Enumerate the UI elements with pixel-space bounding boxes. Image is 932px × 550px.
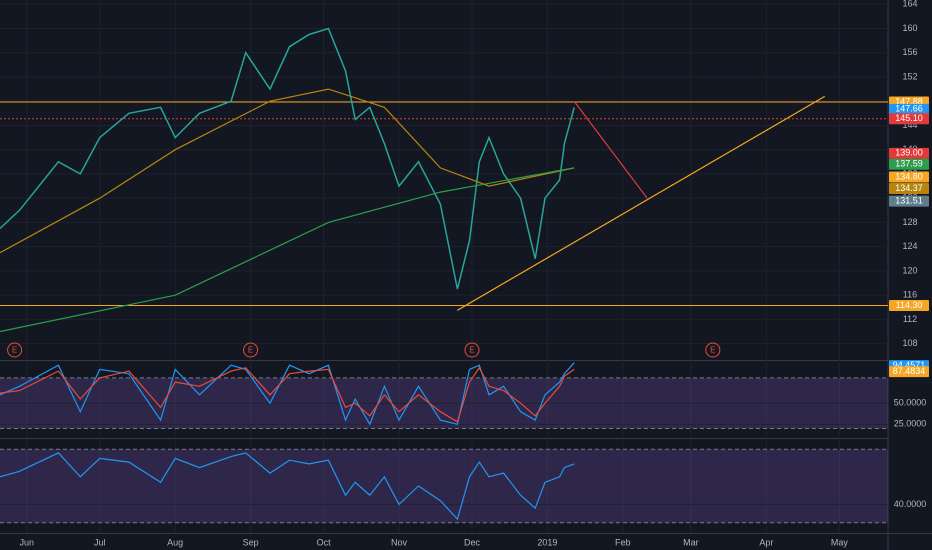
y-tick-label: 124 — [902, 241, 917, 251]
price-label: 114.30 — [896, 300, 923, 310]
x-tick-label: Jul — [94, 537, 106, 547]
x-tick-label: Sep — [243, 537, 259, 547]
price-label-box — [889, 103, 929, 115]
y-tick-label: 160 — [902, 23, 917, 33]
price-label-box — [889, 171, 929, 183]
price-label: 147.66 — [895, 104, 923, 114]
series-line — [0, 452, 575, 521]
x-tick-label: Feb — [615, 537, 631, 547]
price-label-box — [889, 113, 929, 125]
price-label: 139.00 — [895, 148, 923, 158]
trend-line — [457, 95, 826, 311]
y-tick-label: 112 — [903, 314, 917, 324]
series-line — [0, 27, 575, 290]
y-tick-label: 25.0000 — [894, 419, 927, 429]
price-label: 134.37 — [895, 183, 923, 193]
event-label: E — [469, 346, 474, 355]
price-label-box — [889, 299, 929, 311]
x-tick-label: Oct — [317, 537, 332, 547]
x-tick-label: Mar — [683, 537, 699, 547]
price-label-box — [889, 366, 929, 378]
price-label-box — [889, 195, 929, 207]
y-tick-label: 116 — [903, 290, 917, 300]
event-label: E — [710, 346, 715, 355]
series-line — [0, 88, 575, 254]
price-label: 147.88 — [895, 96, 923, 106]
price-label-box — [889, 182, 929, 194]
price-label: 145.10 — [895, 113, 923, 123]
price-label-box — [889, 158, 929, 170]
price-label-box — [889, 147, 929, 159]
x-tick-label: Aug — [167, 537, 183, 547]
price-label: 137.59 — [895, 159, 923, 169]
y-tick-label: 144 — [902, 120, 917, 130]
y-tick-label: 108 — [902, 338, 917, 348]
price-label: 131.51 — [895, 196, 923, 206]
price-label: 87.4834 — [893, 366, 926, 376]
y-tick-label: 156 — [902, 47, 917, 57]
y-tick-label: 128 — [902, 217, 917, 227]
event-label: E — [248, 346, 253, 355]
y-tick-label: 164 — [902, 0, 917, 9]
event-marker — [705, 342, 721, 358]
series-line — [0, 167, 575, 333]
x-tick-label: 2019 — [537, 537, 557, 547]
x-tick-label: Jun — [20, 537, 35, 547]
price-label: 94.4571 — [893, 360, 926, 370]
event-marker — [243, 342, 259, 358]
y-tick-label: 120 — [902, 265, 917, 275]
event-marker — [464, 342, 480, 358]
y-tick-label: 152 — [902, 71, 917, 81]
x-tick-label: Nov — [391, 537, 408, 547]
y-tick-label: 50.0000 — [894, 398, 927, 408]
event-label: E — [12, 346, 17, 355]
series-line — [0, 366, 575, 423]
y-tick-label: 40.0000 — [894, 499, 927, 509]
series-line — [0, 362, 575, 426]
x-tick-label: Apr — [759, 537, 773, 547]
x-tick-label: Dec — [464, 537, 481, 547]
level-band — [0, 449, 888, 523]
event-marker — [7, 342, 23, 358]
price-label: 134.80 — [895, 171, 923, 181]
x-tick-label: May — [831, 537, 849, 547]
trend-line — [573, 100, 648, 199]
